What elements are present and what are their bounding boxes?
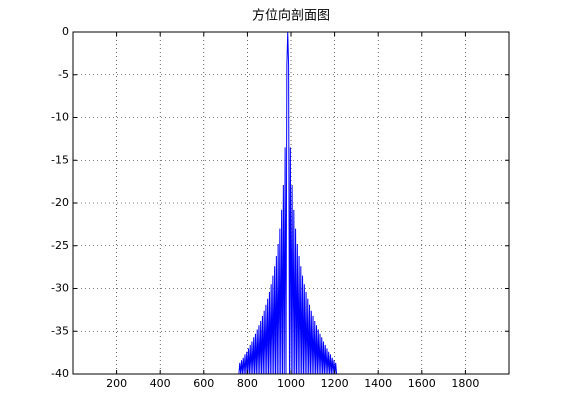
y-tick-label: -30 <box>51 282 69 295</box>
x-tick-label: 1000 <box>277 377 305 390</box>
data-line <box>238 32 338 374</box>
y-tick-label: -5 <box>58 68 69 81</box>
x-tick-label: 400 <box>150 377 171 390</box>
chart-title: 方位向剖面图 <box>252 8 330 24</box>
y-tick-label: 0 <box>62 25 69 38</box>
y-tick-label: -35 <box>51 324 69 337</box>
y-tick-label: -25 <box>51 239 69 252</box>
y-tick-label: -40 <box>51 367 69 380</box>
x-tick-label: 1200 <box>321 377 349 390</box>
y-tick-label: -20 <box>51 196 69 209</box>
x-tick-label: 1600 <box>408 377 436 390</box>
x-tick-label: 1400 <box>364 377 392 390</box>
x-tick-label: 600 <box>193 377 214 390</box>
marks <box>238 32 338 374</box>
x-tick-label: 200 <box>106 377 127 390</box>
x-tick-label: 1800 <box>451 377 479 390</box>
y-tick-label: -15 <box>51 153 69 166</box>
x-tick-label: 800 <box>237 377 258 390</box>
y-tick-label: -10 <box>51 111 69 124</box>
